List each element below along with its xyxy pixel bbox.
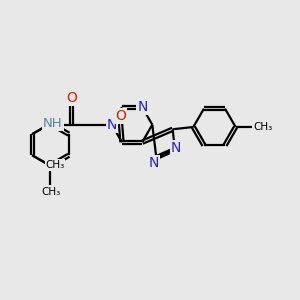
Text: CH₃: CH₃ (253, 122, 272, 132)
Text: N: N (149, 156, 159, 170)
Text: NH: NH (43, 117, 63, 130)
Text: CH₃: CH₃ (41, 187, 60, 197)
Text: O: O (66, 91, 77, 104)
Text: N: N (137, 100, 148, 114)
Text: N: N (107, 118, 117, 132)
Text: O: O (115, 109, 126, 123)
Text: N: N (171, 141, 181, 155)
Text: CH₃: CH₃ (45, 160, 64, 170)
